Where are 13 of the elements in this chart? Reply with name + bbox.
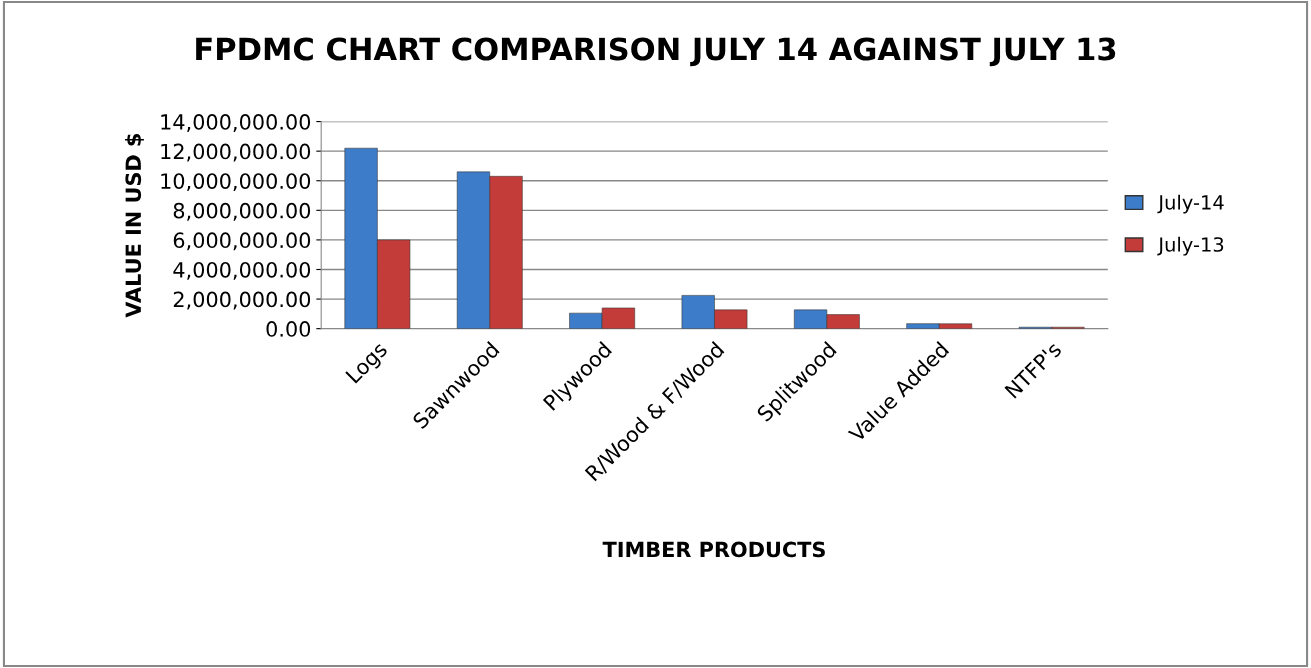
- y-tick-label: 4,000,000.00: [173, 261, 311, 280]
- y-tick-label: 0.00: [266, 321, 311, 337]
- legend-label: July-14: [1157, 194, 1224, 214]
- y-tick-label: 12,000,000.00: [161, 143, 311, 162]
- y-tick-label: 10,000,000.00: [161, 173, 311, 192]
- y-axis-title: VALUE IN USD $: [125, 133, 144, 318]
- x-axis-title: TIMBER PRODUCTS: [602, 541, 825, 558]
- chart-title: FPDMC CHART COMPARISON JULY 14 AGAINST JULY 13: [196, 37, 1116, 67]
- y-tick-label: 6,000,000.00: [173, 232, 311, 251]
- y-tick-label: 2,000,000.00: [173, 291, 311, 310]
- y-tick-label: 8,000,000.00: [173, 202, 311, 221]
- legend-label: July-13: [1157, 236, 1224, 256]
- y-tick-label: 14,000,000.00: [161, 114, 311, 132]
